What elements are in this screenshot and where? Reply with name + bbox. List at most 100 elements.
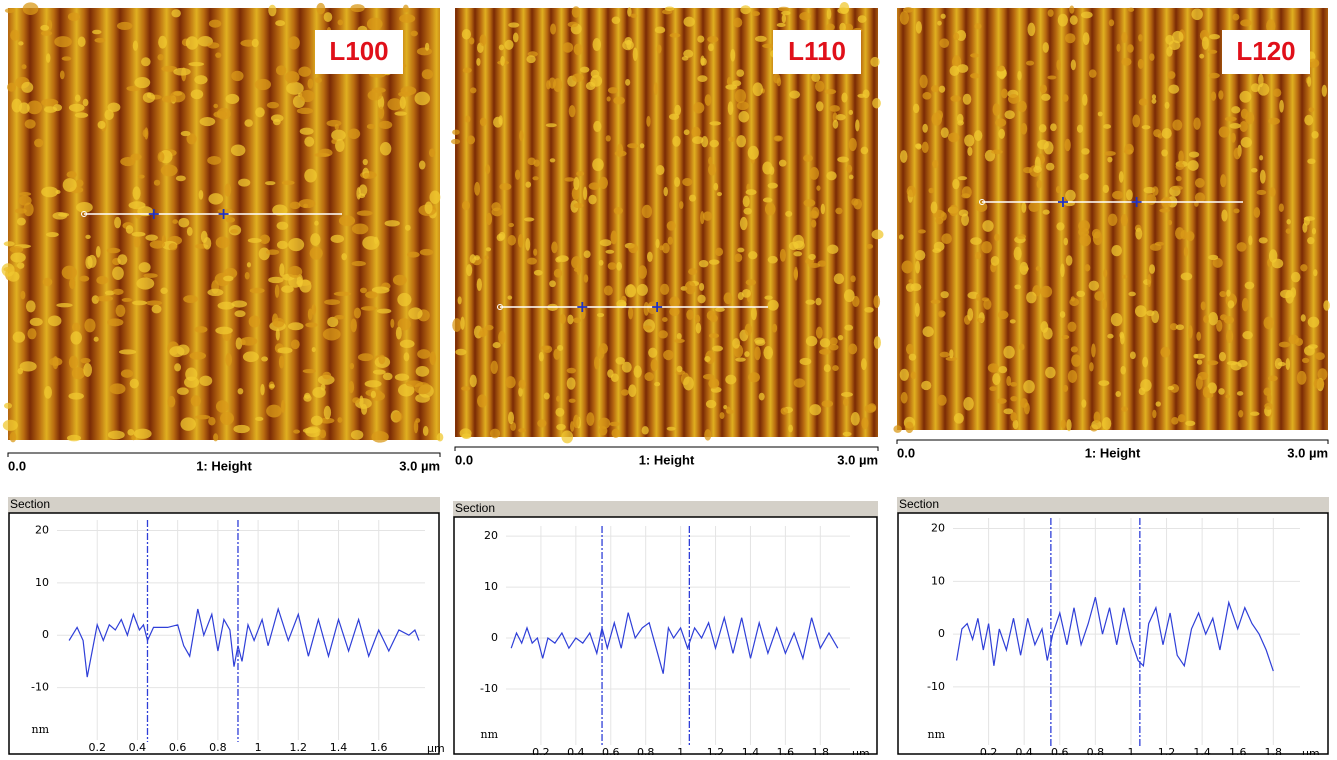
grain	[1071, 354, 1082, 367]
grain	[676, 365, 683, 373]
grain	[1240, 19, 1252, 27]
grain	[605, 249, 615, 254]
grain	[873, 336, 881, 349]
grain	[1041, 93, 1051, 101]
grain	[667, 236, 673, 245]
grain	[764, 202, 776, 216]
grain	[1070, 296, 1075, 302]
grain	[707, 36, 719, 43]
grain	[709, 121, 722, 126]
grain	[1196, 331, 1202, 341]
grain	[1103, 124, 1112, 129]
grain	[1240, 108, 1249, 120]
grain	[1273, 88, 1282, 97]
grain	[1128, 291, 1136, 297]
grain	[674, 177, 681, 188]
grain	[40, 30, 53, 36]
grain	[1078, 220, 1090, 232]
scan-start	[979, 199, 985, 205]
grain	[365, 291, 378, 299]
grain	[289, 201, 301, 210]
grain	[186, 226, 193, 236]
grain	[418, 160, 426, 170]
grain	[663, 186, 668, 197]
grain	[1307, 344, 1318, 349]
grain	[76, 201, 93, 213]
grain	[689, 194, 697, 202]
grain	[799, 11, 811, 21]
grain	[1274, 357, 1283, 370]
grain	[835, 114, 846, 121]
grain	[299, 90, 315, 103]
grain	[736, 69, 745, 77]
grain	[1229, 123, 1241, 129]
grain	[288, 238, 305, 252]
grain	[512, 32, 519, 43]
grain	[583, 274, 589, 283]
grain	[298, 66, 312, 77]
grain	[296, 274, 304, 288]
grain	[1285, 228, 1292, 234]
grain	[750, 306, 757, 321]
grain	[815, 326, 823, 339]
grain	[666, 220, 676, 231]
grain	[2, 419, 18, 431]
scale-start: 0.0	[897, 445, 915, 460]
grain	[697, 75, 708, 82]
grain	[762, 197, 773, 203]
grain	[1250, 83, 1261, 93]
grain	[61, 56, 72, 61]
grain	[940, 13, 946, 19]
grain	[161, 95, 176, 103]
grain	[492, 342, 501, 349]
grain	[272, 118, 281, 126]
grain	[832, 365, 839, 371]
grain	[68, 392, 84, 400]
grain	[1207, 49, 1218, 54]
grain	[287, 36, 300, 50]
grain	[330, 234, 345, 243]
grain	[976, 293, 981, 301]
grain	[967, 146, 973, 157]
grain	[1089, 362, 1094, 372]
grain	[835, 207, 843, 215]
grain	[366, 123, 376, 130]
grain	[1175, 162, 1185, 171]
grain	[1129, 351, 1136, 360]
grain	[941, 233, 952, 244]
grain	[1076, 124, 1084, 133]
grain	[1010, 395, 1018, 402]
grain	[180, 417, 196, 431]
grain	[1224, 116, 1237, 122]
grain	[207, 155, 222, 165]
grain	[71, 367, 86, 380]
grain	[572, 73, 584, 83]
grain	[496, 233, 505, 242]
grain	[669, 296, 680, 308]
grain	[743, 207, 752, 215]
grain	[351, 260, 366, 267]
grain	[1093, 411, 1101, 424]
grain	[310, 415, 323, 426]
grain	[981, 241, 992, 254]
grain	[479, 327, 488, 337]
grain	[107, 430, 125, 440]
grain	[674, 104, 682, 116]
x-tick-label: 0.4	[129, 741, 147, 754]
grain	[406, 251, 420, 258]
grain	[109, 383, 126, 395]
grain	[620, 389, 629, 396]
grain	[1233, 208, 1240, 214]
grain	[914, 302, 920, 317]
grain	[1045, 162, 1055, 171]
grain	[664, 6, 675, 11]
grain	[1094, 291, 1105, 301]
grain	[708, 333, 720, 339]
grain	[281, 180, 295, 186]
grain	[67, 12, 81, 22]
grain	[748, 372, 760, 383]
grain	[901, 260, 914, 274]
grain	[251, 38, 259, 48]
grain	[415, 393, 430, 403]
grain	[523, 217, 535, 222]
